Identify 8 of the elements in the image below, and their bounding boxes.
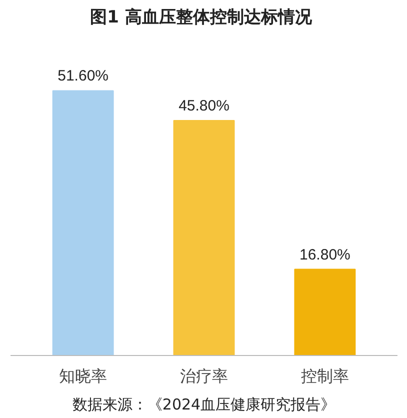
data-label: 51.60% (58, 68, 108, 85)
x-tick-label: 知晓率 (59, 366, 108, 386)
x-tick-label: 控制率 (300, 366, 349, 386)
x-tick-label: 治疗率 (180, 366, 228, 386)
source-note: 数据来源：《2024血压健康研究报告》 (72, 396, 336, 414)
chart-title: 图1 高血压整体控制达标情况 (90, 8, 313, 28)
data-label: 16.80% (300, 246, 350, 264)
data-label: 45.80% (178, 98, 230, 115)
